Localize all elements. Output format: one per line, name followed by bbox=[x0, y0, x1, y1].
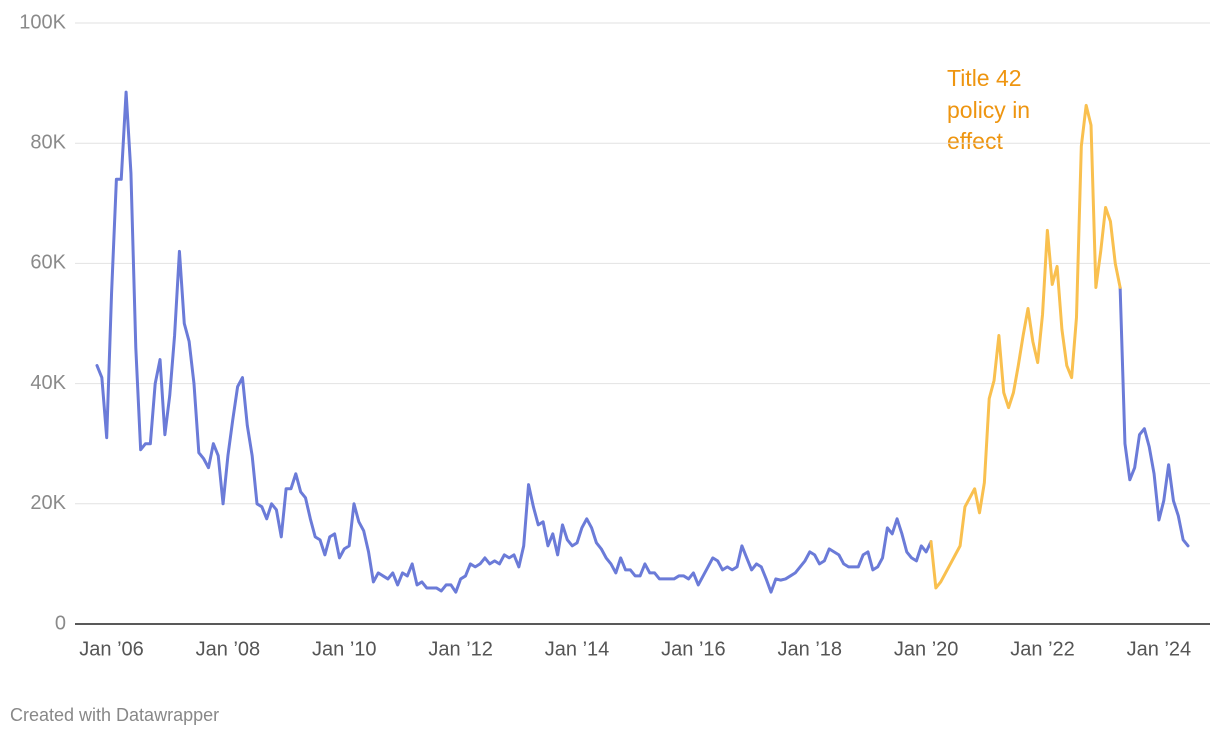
y-tick-label: 0 bbox=[55, 612, 66, 634]
x-tick-label: Jan ’06 bbox=[79, 638, 144, 660]
x-tick-label: Jan ’10 bbox=[312, 638, 377, 660]
x-tick-label: Jan ’14 bbox=[545, 638, 610, 660]
y-tick-label: 40K bbox=[30, 372, 66, 394]
annotation: effect bbox=[947, 128, 1003, 154]
x-tick-label: Jan ’22 bbox=[1010, 638, 1075, 660]
y-tick-label: 80K bbox=[30, 131, 66, 153]
x-tick-label: Jan ’12 bbox=[428, 638, 493, 660]
x-tick-label: Jan ’08 bbox=[196, 638, 261, 660]
annotation: Title 42 bbox=[947, 65, 1022, 91]
x-tick-label: Jan ’24 bbox=[1127, 638, 1192, 660]
y-tick-label: 60K bbox=[30, 252, 66, 274]
y-tick-label: 100K bbox=[19, 11, 66, 33]
x-tick-label: Jan ’20 bbox=[894, 638, 959, 660]
x-tick-label: Jan ’16 bbox=[661, 638, 726, 660]
line-series bbox=[929, 103, 1122, 590]
footer: Created with Datawrapper bbox=[10, 705, 219, 725]
annotation: policy in bbox=[947, 97, 1030, 123]
y-tick-label: 20K bbox=[30, 492, 66, 514]
x-tick-label: Jan ’18 bbox=[778, 638, 843, 660]
line-series bbox=[95, 90, 1190, 594]
